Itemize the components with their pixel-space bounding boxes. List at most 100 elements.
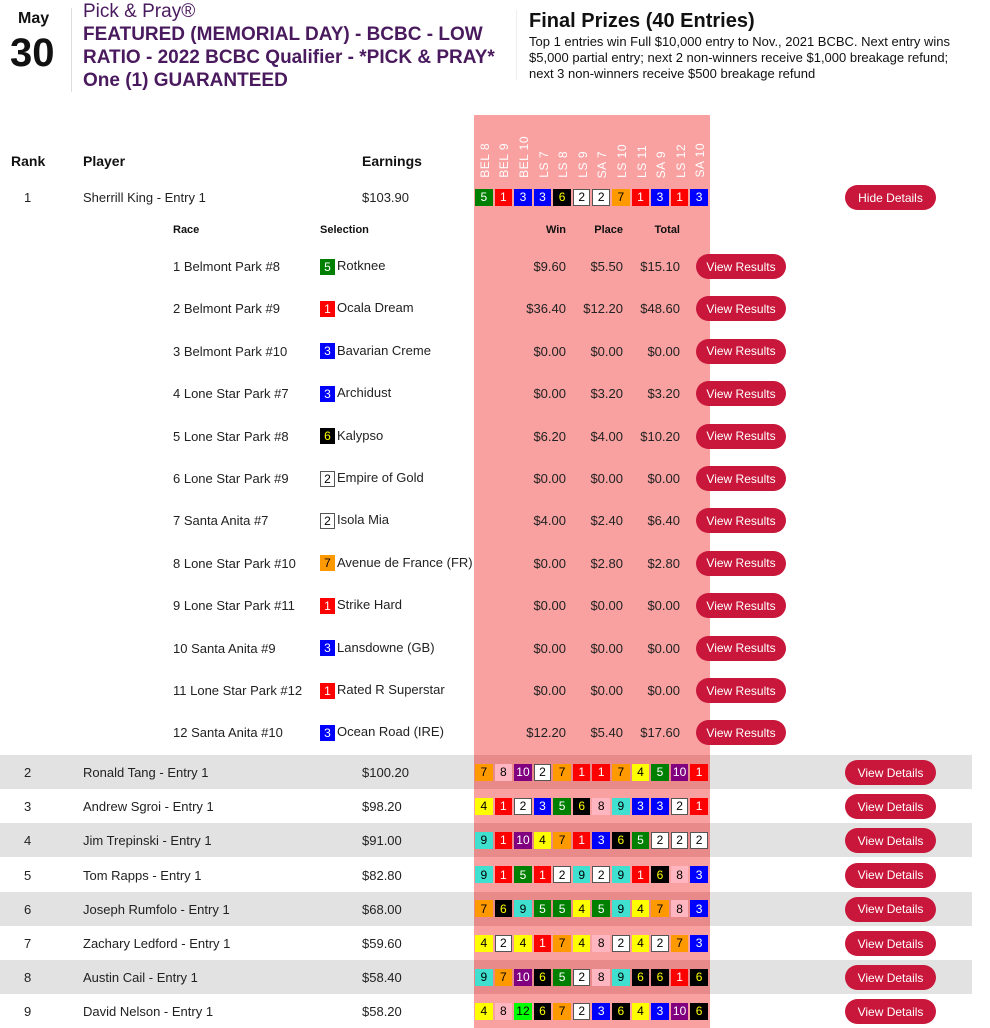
rank: 6 bbox=[24, 901, 32, 917]
view-details-button[interactable]: View Details bbox=[845, 862, 936, 888]
place-amount: $0.00 bbox=[590, 598, 623, 614]
view-results-button[interactable]: View Results bbox=[696, 720, 786, 746]
total-amount: $0.00 bbox=[647, 683, 680, 698]
selection: 3 Lansdowne (GB) bbox=[320, 640, 435, 657]
race-name: 9 Lone Star Park #11 bbox=[173, 598, 295, 614]
hide-details-button[interactable]: Hide Details bbox=[845, 185, 936, 210]
total-amount: $0.00 bbox=[647, 343, 680, 359]
selection: 7 Avenue de France (FR) bbox=[320, 555, 473, 572]
saddle-cloth-3: 3 bbox=[514, 188, 532, 206]
saddle-cloth-6: 6 bbox=[690, 968, 708, 986]
saddle-cloth-1: 1 bbox=[320, 597, 335, 614]
saddle-cloth-1: 1 bbox=[572, 831, 591, 849]
win-amount: $0.00 bbox=[533, 343, 566, 359]
horse-name: Empire of Gold bbox=[337, 470, 424, 485]
view-results-button[interactable]: View Results bbox=[696, 338, 786, 364]
saddle-cloth-8: 8 bbox=[494, 763, 513, 781]
rank: 5 bbox=[24, 867, 32, 883]
view-details-button[interactable]: View Details bbox=[845, 760, 936, 785]
view-results-button[interactable]: View Results bbox=[696, 550, 786, 576]
selection: 2 Isola Mia bbox=[320, 512, 389, 529]
total-amount: $6.40 bbox=[647, 513, 680, 529]
earnings: $98.20 bbox=[362, 799, 402, 815]
earnings-header: Earnings bbox=[362, 153, 422, 169]
player-name: Sherrill King - Entry 1 bbox=[83, 190, 206, 205]
view-details-button[interactable]: View Details bbox=[845, 828, 936, 854]
saddle-cloth-7: 7 bbox=[553, 1002, 571, 1020]
player-name: Austin Cail - Entry 1 bbox=[83, 970, 198, 986]
view-results-button[interactable]: View Results bbox=[696, 593, 786, 619]
saddle-cloth-1: 1 bbox=[533, 934, 552, 952]
view-details-button[interactable]: View Details bbox=[845, 794, 936, 820]
win-amount: $12.20 bbox=[526, 725, 566, 741]
saddle-cloth-6: 6 bbox=[612, 1002, 630, 1020]
saddle-cloth-3: 3 bbox=[320, 343, 335, 360]
saddle-cloth-7: 7 bbox=[553, 831, 571, 849]
race-header: SA 9 bbox=[654, 150, 669, 178]
view-results-button[interactable]: View Results bbox=[696, 254, 786, 279]
rank: 3 bbox=[24, 799, 32, 815]
divider bbox=[516, 10, 517, 80]
view-results-button[interactable]: View Results bbox=[696, 635, 786, 661]
horse-name: Ocean Road (IRE) bbox=[337, 724, 444, 740]
win-amount: $9.60 bbox=[533, 259, 566, 274]
win-amount: $0.00 bbox=[533, 555, 566, 571]
view-results-button[interactable]: View Results bbox=[696, 296, 786, 322]
saddle-cloth-1: 1 bbox=[494, 188, 513, 206]
view-results-button[interactable]: View Results bbox=[696, 466, 786, 491]
player-name: Ronald Tang - Entry 1 bbox=[83, 765, 209, 780]
date-day: 30 bbox=[10, 31, 55, 75]
saddle-cloth-3: 3 bbox=[533, 188, 552, 206]
view-details-button[interactable]: View Details bbox=[845, 965, 936, 991]
view-results-button[interactable]: View Results bbox=[696, 678, 786, 703]
saddle-cloth-10: 10 bbox=[514, 831, 532, 849]
saddle-cloth-9: 9 bbox=[612, 900, 630, 918]
saddle-cloth-3: 3 bbox=[320, 724, 335, 741]
total-amount: $0.00 bbox=[647, 640, 680, 656]
saddle-cloth-9: 9 bbox=[475, 968, 493, 986]
saddle-cloth-2: 2 bbox=[572, 1002, 591, 1020]
total-amount: $2.80 bbox=[647, 555, 680, 571]
total-header: Total bbox=[654, 224, 680, 236]
earnings: $68.00 bbox=[362, 901, 402, 917]
saddle-cloth-6: 6 bbox=[612, 831, 630, 849]
view-results-button[interactable]: View Results bbox=[696, 508, 786, 534]
selection: 2 Empire of Gold bbox=[320, 470, 424, 487]
view-results-button[interactable]: View Results bbox=[696, 423, 786, 449]
saddle-cloth-3: 3 bbox=[592, 1002, 611, 1020]
race-name: 8 Lone Star Park #10 bbox=[173, 555, 296, 571]
saddle-cloth-6: 6 bbox=[494, 900, 513, 918]
saddle-cloth-5: 5 bbox=[553, 900, 571, 918]
brand-name: Pick & Pray® bbox=[83, 1, 196, 22]
saddle-cloth-3: 3 bbox=[320, 640, 335, 657]
view-details-button[interactable]: View Details bbox=[845, 896, 936, 922]
saddle-cloth-7: 7 bbox=[612, 763, 630, 781]
saddle-cloth-12: 12 bbox=[514, 1002, 532, 1020]
saddle-cloth-3: 3 bbox=[533, 797, 552, 815]
place-amount: $5.40 bbox=[590, 725, 623, 741]
race-header: SA 10 bbox=[693, 143, 708, 178]
selection: 1 Ocala Dream bbox=[320, 300, 414, 317]
saddle-cloth-1: 1 bbox=[320, 682, 335, 699]
earnings: $82.80 bbox=[362, 867, 402, 883]
table-row: 9 David Nelson - Entry 1 $58.20 4 8 12 6 7 2 3… bbox=[0, 994, 972, 1028]
race-header: SA 7 bbox=[595, 150, 610, 178]
place-amount: $3.20 bbox=[590, 386, 623, 402]
saddle-cloth-1: 1 bbox=[533, 866, 552, 884]
date-month: May bbox=[18, 10, 50, 27]
saddle-cloth-6: 6 bbox=[533, 1002, 552, 1020]
view-details-button[interactable]: View Details bbox=[845, 999, 936, 1025]
win-amount: $0.00 bbox=[533, 598, 566, 614]
saddle-cloth-1: 1 bbox=[494, 831, 513, 849]
prizes-text: Top 1 entries win Full $10,000 entry to … bbox=[529, 34, 951, 81]
view-details-button[interactable]: View Details bbox=[845, 931, 936, 956]
horse-name: Lansdowne (GB) bbox=[337, 639, 435, 655]
selection: 3 Bavarian Creme bbox=[320, 343, 431, 360]
saddle-cloth-2: 2 bbox=[670, 831, 689, 849]
view-results-button[interactable]: View Results bbox=[696, 381, 786, 407]
rank: 9 bbox=[24, 1004, 32, 1020]
selection: 3 Archidust bbox=[320, 385, 391, 402]
saddle-cloth-6: 6 bbox=[631, 968, 650, 986]
